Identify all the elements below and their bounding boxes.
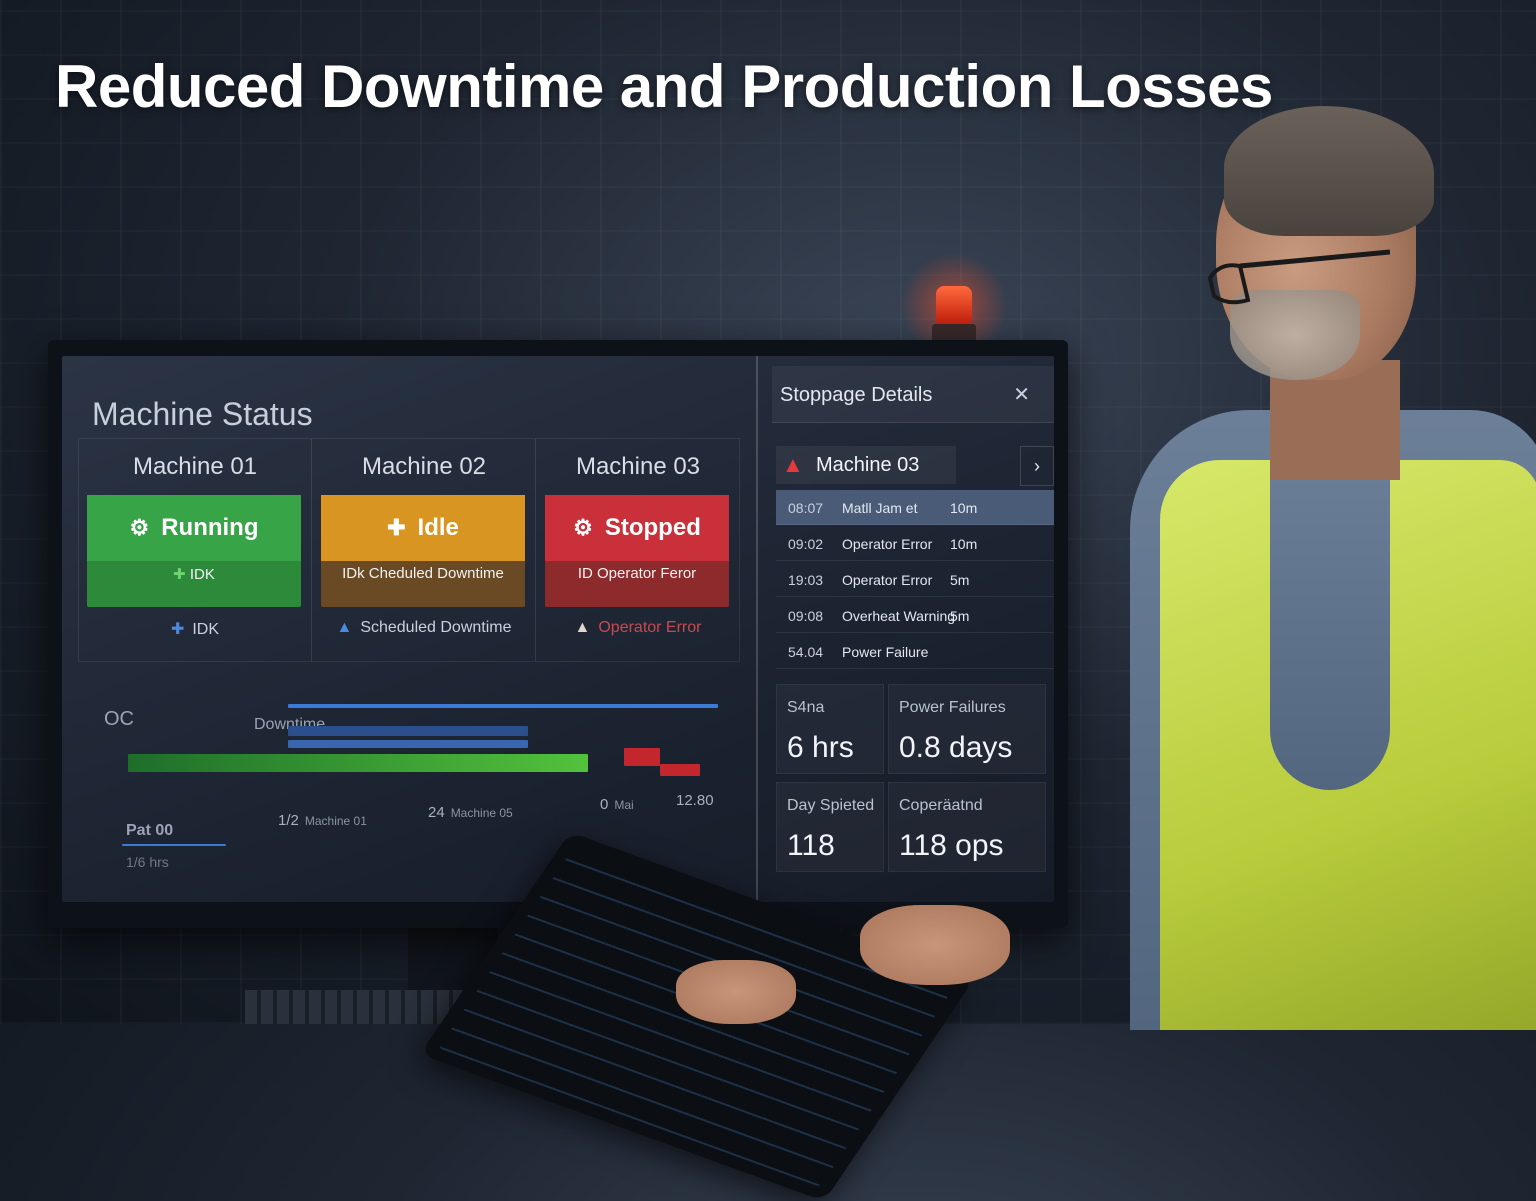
dashboard-screen: Machine Status Machine 01 ⚙ Running ✚ ID…: [62, 356, 1054, 902]
panel-header: Stoppage Details ✕: [772, 366, 1054, 423]
chart-tick: 1/2 Machine 01: [278, 812, 367, 829]
chart-underline: [122, 844, 226, 846]
card-footer: ✚ IDK: [170, 621, 220, 638]
plus-icon: ✚: [387, 515, 406, 540]
machine-name: Machine 01: [132, 453, 258, 480]
chart-tick: 24 Machine 05: [428, 804, 513, 821]
panel-divider: [756, 356, 758, 902]
status-sub: ✚ IDK: [173, 566, 215, 583]
machine-card-01[interactable]: Machine 01 ⚙ Running ✚ IDK ✚ IDK: [79, 439, 312, 661]
event-row[interactable]: 19:03 Operator Error 5m: [776, 562, 1054, 597]
glasses-icon: [1207, 249, 1390, 305]
chart-footer-label: Pat 00: [126, 822, 174, 839]
monitor: Machine Status Machine 01 ⚙ Running ✚ ID…: [48, 340, 1068, 928]
status-box: ⚙ Running ✚ IDK: [87, 495, 301, 607]
event-row[interactable]: 09:08 Overheat Warning 5m: [776, 598, 1054, 633]
card-footer: ▲ Scheduled Downtime: [336, 619, 512, 636]
chart-bar: [288, 740, 528, 748]
stat-card: Coperäatnd 118 ops: [888, 782, 1046, 872]
machine-card-03[interactable]: Machine 03 ⚙ Stopped ID Operator Feror ▲…: [537, 439, 739, 661]
selected-machine-label: Machine 03: [816, 454, 920, 476]
machine-name: Machine 02: [361, 453, 487, 480]
chart-bar: [660, 764, 700, 776]
panel-title: Stoppage Details: [780, 384, 933, 406]
status-box: ✚ Idle IDk Cheduled Downtime: [321, 495, 525, 607]
status-label-running: ⚙ Running: [87, 495, 301, 561]
hand: [676, 960, 796, 1024]
chart-tick: 12.80: [676, 792, 714, 809]
stat-card: Power Failures 0.8 days: [888, 684, 1046, 774]
machine-card-02[interactable]: Machine 02 ✚ Idle IDk Cheduled Downtime …: [313, 439, 536, 661]
stat-card: Day Spieted 118: [776, 782, 884, 872]
status-sub: IDk Cheduled Downtime: [342, 565, 504, 582]
chart-bar: [128, 754, 588, 772]
chart-footer-sub: 1/6 hrs: [126, 854, 169, 870]
warning-icon: ▲: [782, 452, 804, 477]
plus-icon: ✚: [170, 621, 185, 638]
chart-bar: [288, 726, 528, 736]
gear-icon: ⚙: [129, 515, 150, 540]
event-row[interactable]: 09:02 Operator Error 10m: [776, 526, 1054, 561]
selected-machine[interactable]: ▲ Machine 03: [776, 446, 956, 484]
close-icon[interactable]: ✕: [1013, 384, 1030, 406]
downtime-chart: OC Downtime 1/2 Machine 01 24 Machine 05 0…: [92, 674, 742, 874]
machine-name: Machine 03: [575, 453, 701, 480]
event-row[interactable]: 08:07 Matll Jam et 10m: [776, 490, 1054, 525]
triangle-icon: ▲: [574, 619, 591, 636]
keyboard: [245, 990, 485, 1024]
gear-icon: ⚙: [573, 515, 593, 540]
stoppage-details-panel: Stoppage Details ✕ ▲ Machine 03 › 08:07 M…: [772, 366, 1054, 876]
status-sub: ID Operator Feror: [577, 565, 697, 582]
headline: Reduced Downtime and Production Losses: [55, 53, 1273, 120]
card-footer: ▲ Operator Error: [574, 619, 702, 636]
chart-label: OC: [104, 708, 134, 730]
machine-status-title: Machine Status: [92, 396, 313, 432]
event-row[interactable]: 54.04 Power Failure: [776, 634, 1054, 669]
hand: [860, 905, 1010, 985]
triangle-icon: ▲: [336, 619, 353, 636]
worker-figure: [1120, 70, 1536, 1030]
chevron-right-icon[interactable]: ›: [1020, 446, 1054, 486]
status-label-idle: ✚ Idle: [321, 495, 525, 561]
machine-cards: Machine 01 ⚙ Running ✚ IDK ✚ IDK Machine …: [78, 438, 740, 662]
chart-bar: [288, 704, 718, 708]
chart-bar: [624, 748, 660, 766]
chart-tick: 0 Mai: [600, 796, 634, 813]
status-label-stopped: ⚙ Stopped: [545, 495, 729, 561]
status-box: ⚙ Stopped ID Operator Feror: [545, 495, 729, 607]
stat-card: S4na 6 hrs: [776, 684, 884, 774]
